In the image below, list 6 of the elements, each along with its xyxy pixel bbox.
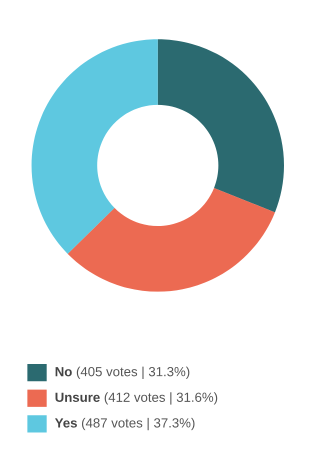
- data-label: (412 votes | 31.6%): [104, 392, 218, 405]
- data-label: (405 votes | 31.3%): [76, 366, 190, 379]
- legend-label: Unsure: [56, 392, 100, 402]
- legend-label: Yes: [54, 418, 77, 428]
- data-label: (487 votes | 37.3%): [82, 418, 195, 430]
- legend-label: No: [56, 367, 72, 376]
